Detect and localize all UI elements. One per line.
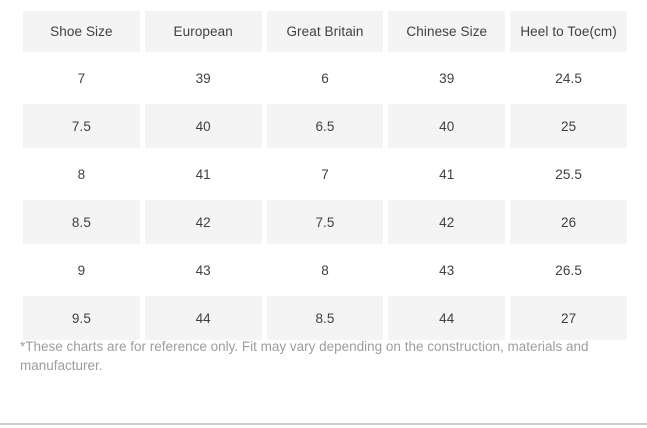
table-cell: 8 <box>23 152 140 196</box>
table-cell: 39 <box>388 56 506 100</box>
table-cell: 43 <box>388 248 506 292</box>
table-cell: 42 <box>144 200 262 244</box>
table-cell: 44 <box>388 296 506 340</box>
table-cell: 26.5 <box>510 248 627 292</box>
table-cell: 7 <box>23 56 140 100</box>
table-cell: 25 <box>510 104 627 148</box>
table-cell: 7 <box>266 152 384 196</box>
table-cell: 42 <box>388 200 506 244</box>
disclaimer-note: *These charts are for reference only. Fi… <box>20 339 589 373</box>
column-header-heel-to-toe: Heel to Toe(cm) <box>510 11 627 52</box>
table-cell: 25.5 <box>510 152 627 196</box>
table-cell: 44 <box>144 296 262 340</box>
table-cell: 26 <box>510 200 627 244</box>
table-cell: 6 <box>266 56 384 100</box>
table-cell: 9.5 <box>23 296 140 340</box>
table-cell: 7.5 <box>23 104 140 148</box>
table-cell: 40 <box>144 104 262 148</box>
table-cell: 41 <box>144 152 262 196</box>
column-header-great-britain: Great Britain <box>266 11 384 52</box>
column-header-chinese-size: Chinese Size <box>388 11 506 52</box>
table-cell: 27 <box>510 296 627 340</box>
table-cell: 40 <box>388 104 506 148</box>
table-cell: 24.5 <box>510 56 627 100</box>
table-cell: 41 <box>388 152 506 196</box>
table-cell: 6.5 <box>266 104 384 148</box>
table-cell: 8.5 <box>266 296 384 340</box>
table-cell: 9 <box>23 248 140 292</box>
table-cell: 39 <box>144 56 262 100</box>
column-header-european: European <box>144 11 262 52</box>
table-cell: 8 <box>266 248 384 292</box>
table-cell: 43 <box>144 248 262 292</box>
bottom-divider <box>0 423 647 425</box>
table-cell: 8.5 <box>23 200 140 244</box>
column-header-shoe-size: Shoe Size <box>23 11 140 52</box>
table-cell: 7.5 <box>266 200 384 244</box>
size-chart-table: Shoe Size European Great Britain Chinese… <box>23 11 627 340</box>
